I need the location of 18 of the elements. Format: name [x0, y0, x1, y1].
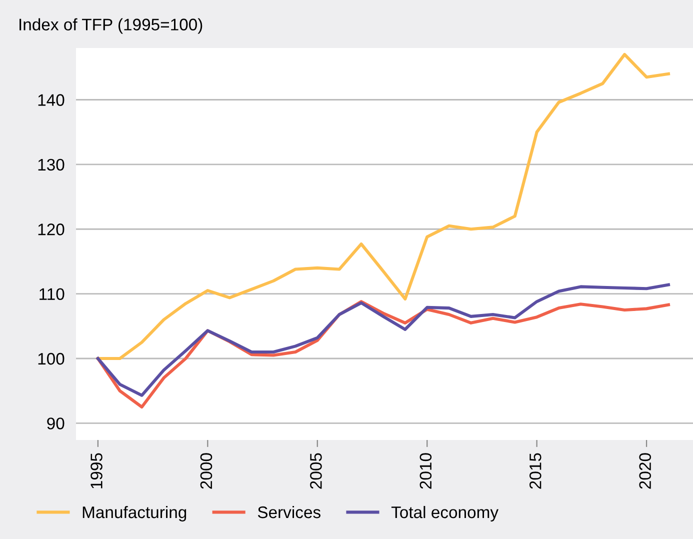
y-tick-label: 120	[38, 224, 64, 236]
y-tick-label: 90	[47, 418, 64, 430]
line-series	[96, 52, 670, 360]
y-tick-label: 100	[38, 352, 64, 365]
x-tick-label: 2020	[639, 453, 652, 489]
y-tick-label: 130	[38, 158, 64, 171]
y-tick-label: 110	[40, 288, 64, 300]
legend-label: Manufacturing	[82, 506, 186, 522]
line-series	[96, 283, 670, 397]
x-tick-label: 1995	[90, 453, 102, 488]
x-tick-label: 2005	[310, 453, 322, 489]
y-axis-title: Index of TFP (1995=100)	[20, 18, 202, 34]
y-tick-label: 140	[38, 94, 64, 106]
legend-label: Services	[258, 506, 320, 518]
x-tick-label: 2000	[200, 453, 212, 489]
x-tick-label: 2015	[529, 453, 542, 489]
legend-label: Total economy	[391, 506, 498, 522]
x-tick-label: 2010	[420, 453, 432, 489]
